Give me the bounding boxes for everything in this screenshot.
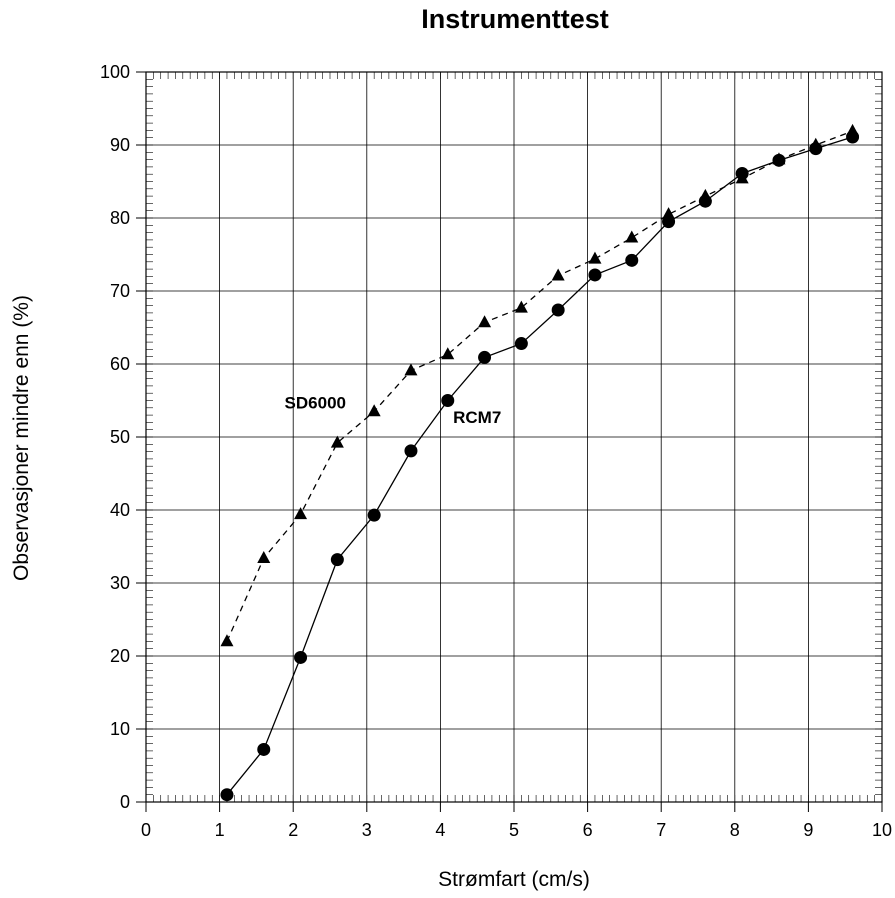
data-point [330, 553, 344, 567]
x-tick-label: 2 [288, 820, 298, 840]
data-point [404, 444, 418, 458]
data-point [625, 230, 639, 243]
data-point [404, 363, 418, 376]
data-point [367, 404, 381, 417]
data-point [257, 550, 271, 563]
data-point [846, 123, 860, 136]
y-tick-label: 10 [110, 719, 130, 739]
data-point [514, 300, 528, 313]
data-point [478, 350, 492, 364]
data-point [441, 347, 455, 360]
data-point [698, 188, 712, 201]
x-tick-label: 0 [141, 820, 151, 840]
y-tick-label: 30 [110, 573, 130, 593]
grid-lines [145, 71, 883, 803]
data-point [478, 315, 492, 328]
y-tick-label: 20 [110, 646, 130, 666]
series-line [226, 130, 853, 642]
y-tick-label: 90 [110, 135, 130, 155]
data-point [625, 253, 639, 267]
x-tick-label: 6 [583, 820, 593, 840]
y-tick-label: 0 [120, 792, 130, 812]
data-point [367, 508, 381, 522]
plot-frame [145, 71, 883, 803]
x-tick-label: 8 [730, 820, 740, 840]
series-sd6000: SD6000 [220, 123, 860, 647]
data-point [551, 303, 565, 317]
y-tick-label: 50 [110, 427, 130, 447]
data-point [220, 788, 234, 802]
chart-title: Instrumenttest [421, 4, 609, 34]
data-point [257, 742, 271, 756]
minor-ticks [136, 71, 883, 812]
x-tick-label: 10 [872, 820, 892, 840]
x-tick-label: 4 [435, 820, 445, 840]
x-tick-label: 1 [215, 820, 225, 840]
data-point [294, 650, 308, 664]
y-tick-label: 40 [110, 500, 130, 520]
series-layer: RCM7 SD6000 [220, 123, 860, 802]
y-tick-label: 70 [110, 281, 130, 301]
data-point [809, 137, 823, 150]
series-label: SD6000 [285, 394, 346, 413]
data-point [294, 507, 308, 520]
x-axis-label: Strømfart (cm/s) [438, 868, 590, 891]
x-tick-label: 9 [803, 820, 813, 840]
data-point [441, 394, 455, 407]
y-tick-label: 80 [110, 208, 130, 228]
x-tick-label: 5 [509, 820, 519, 840]
data-point [588, 268, 602, 282]
data-point [735, 171, 749, 184]
data-point [330, 435, 344, 448]
series-rcm7: RCM7 [220, 130, 860, 802]
y-tick-label: 100 [100, 62, 130, 82]
y-tick-label: 60 [110, 354, 130, 374]
y-axis-label: Observasjoner mindre enn (%) [10, 295, 33, 581]
data-point [772, 152, 786, 165]
data-point [514, 337, 528, 351]
series-label: RCM7 [453, 408, 501, 427]
data-point [551, 268, 565, 281]
x-tick-label: 7 [656, 820, 666, 840]
data-point [220, 634, 234, 647]
data-point [662, 207, 676, 220]
x-tick-label: 3 [362, 820, 372, 840]
data-point [588, 251, 602, 264]
series-line [226, 136, 853, 796]
